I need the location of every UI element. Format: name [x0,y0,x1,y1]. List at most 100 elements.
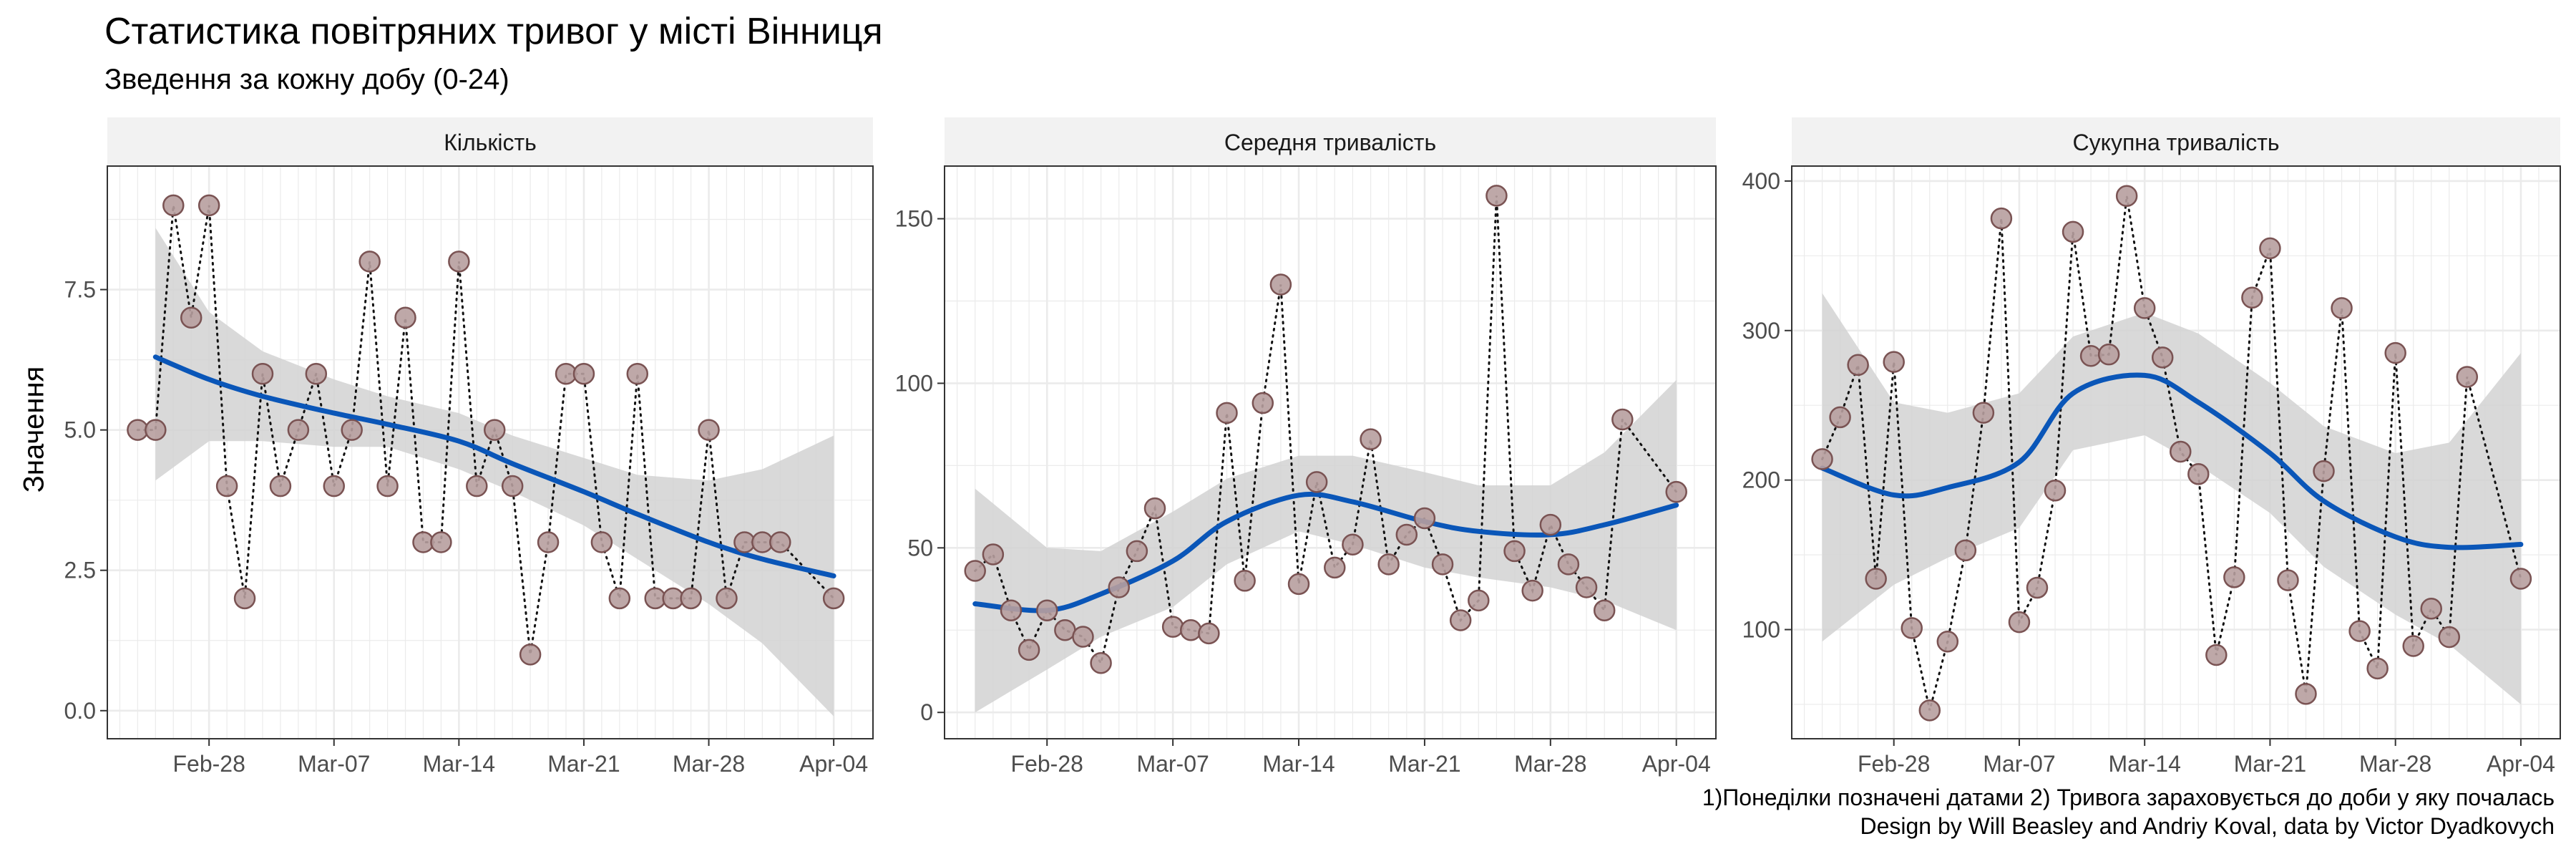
data-point [430,531,452,553]
data-point [1847,354,1869,377]
x-tick-label: Mar-14 [1262,751,1335,777]
data-point [2170,440,2192,463]
data-point [180,306,203,329]
x-tick-label: Mar-14 [2109,751,2181,777]
data-point [2313,460,2335,482]
data-point [1449,609,1472,631]
x-tick-label: Apr-04 [799,751,868,777]
data-point [251,362,274,385]
x-tick-label: Mar-07 [1983,751,2055,777]
data-point [2438,626,2461,649]
data-point [1108,576,1130,598]
x-tick-label: Mar-07 [298,751,370,777]
data-point [2008,611,2031,634]
data-point [2259,237,2281,260]
data-point [1161,616,1184,638]
data-point [2133,297,2156,319]
data-point [680,587,702,610]
data-point [2079,345,2102,367]
x-tick-label: Apr-04 [2487,751,2555,777]
data-point [358,251,381,273]
data-point [1072,626,1094,648]
observed-series-line [136,205,835,655]
data-point [1126,540,1148,563]
y-tick-label: 400 [1742,168,1780,194]
panel-border [107,165,874,739]
panel-3: Сукупна тривалість 100 200 300 400 Feb-28 Mar-… [1742,117,2561,777]
data-point [1198,622,1220,645]
y-tick-label: 5.0 [64,417,96,443]
data-point [466,475,488,498]
panel-2: Середня тривалість 0 50 100 150 Feb-28 Mar-07 M… [895,117,1717,777]
data-point [1539,513,1562,536]
data-point [1090,652,1112,674]
caption-line-2: Design by Will Beasley and Andriy Koval,… [1860,813,2555,839]
data-point [145,419,167,441]
data-point [2062,220,2084,243]
data-point [626,362,649,385]
data-point [590,531,613,553]
data-point [483,419,506,441]
data-point [1018,639,1040,661]
data-point [1324,556,1346,579]
data-point [376,475,399,498]
data-point [1883,351,1905,373]
data-point [1413,507,1436,530]
data-point [2223,566,2245,588]
data-point [1557,553,1580,576]
smooth-confidence-band [1822,293,2521,704]
data-point [1234,570,1256,592]
data-point [1865,568,1887,590]
data-point [2044,480,2067,502]
panel-border [944,165,1717,739]
y-tick-label: 7.5 [64,277,96,303]
y-tick-label: 150 [895,206,933,232]
data-point [501,475,524,498]
data-point [2187,463,2210,485]
data-point [1485,185,1508,207]
data-point [572,362,595,385]
data-point [1431,553,1454,576]
data-point [2295,683,2317,705]
data-point [2366,657,2389,680]
smooth-trend-line [1820,372,2524,550]
data-point [2205,644,2228,666]
data-point [2151,346,2174,369]
data-point [519,644,542,666]
data-point [1593,599,1616,621]
y-tick-label: 300 [1742,318,1780,344]
data-point [215,475,238,498]
data-point [1521,579,1543,602]
x-tick-label: Mar-21 [2234,751,2306,777]
data-point [2277,569,2299,591]
data-point [2384,341,2406,364]
data-point [1287,573,1310,596]
data-point [608,587,631,610]
x-tick-label: Mar-28 [1514,751,1586,777]
data-point [2348,620,2371,642]
data-point [2241,286,2263,309]
x-tick-label: Mar-14 [423,751,495,777]
data-point [269,475,292,498]
data-point [394,306,416,329]
data-point [537,531,560,553]
data-point [982,543,1005,566]
data-point [1972,402,1995,424]
page-subtitle: Зведення за кожну добу (0-24) [104,64,509,95]
data-point [1360,428,1382,450]
x-tick-label: Mar-07 [1136,751,1209,777]
smooth-trend-line [152,354,836,578]
data-point [1954,539,1977,562]
y-tick-label: 200 [1742,467,1780,493]
data-point [2026,576,2049,599]
data-point [2402,635,2424,657]
y-tick-label: 100 [895,370,933,396]
data-point [2115,185,2138,208]
page-title: Статистика повітряних тривог у місті Він… [104,11,883,52]
data-point [233,587,256,610]
x-tick-label: Mar-28 [2359,751,2431,777]
data-point [287,419,310,441]
y-tick-label: 2.5 [64,558,96,583]
data-point [323,475,346,498]
